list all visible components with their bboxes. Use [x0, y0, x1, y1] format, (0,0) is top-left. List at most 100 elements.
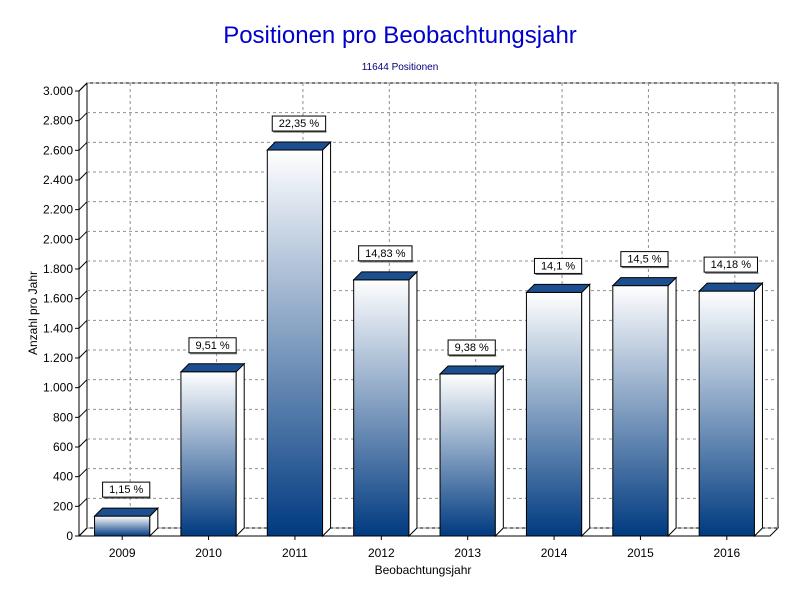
y-tick-label: 2.400: [43, 173, 73, 187]
y-tick-label: 400: [53, 470, 73, 484]
y-axis-title: Anzahl pro Jahr: [26, 271, 40, 355]
y-tick-label: 1.200: [43, 351, 73, 365]
bar-side: [408, 270, 418, 538]
data-label-box: [703, 256, 759, 273]
bar-front: [353, 279, 410, 537]
bar-top: [352, 271, 419, 281]
bar-front: [94, 515, 151, 537]
data-label-box: [102, 481, 151, 498]
y-tick-label: 600: [53, 440, 73, 454]
data-label-text: 14,18 %: [711, 259, 752, 271]
y-tick-diagonal: [78, 468, 88, 478]
bar-side: [235, 362, 245, 538]
x-tick-label: 2015: [627, 546, 654, 560]
data-label: 9,38 %: [447, 339, 497, 357]
y-tick-label: 1.400: [43, 321, 73, 335]
data-label-text: 1,15 %: [109, 484, 143, 496]
y-tick-label: 1.000: [43, 381, 73, 395]
y-tick-label: 2.800: [43, 114, 73, 128]
y-tick-diagonal: [78, 112, 88, 122]
bars: [93, 140, 764, 538]
data-label: 1,15 %: [102, 481, 151, 499]
y-tick-diagonal: [78, 438, 88, 448]
y-tick-diagonal: [78, 408, 88, 418]
bar-top: [266, 141, 332, 151]
chart-title: Positionen pro Beobachtungsjahr: [223, 22, 577, 49]
data-label-text: 9,38 %: [455, 342, 489, 354]
y-tick-label: 2.200: [43, 203, 73, 217]
y-axis-ticks: 0 200 400 600 800 1.000 1.200 1.400 1.600 1.800 2.…: [43, 82, 88, 543]
y-tick-diagonal: [78, 141, 88, 151]
bar: [352, 270, 419, 538]
data-label: 14,5 %: [620, 251, 670, 269]
data-label-box: [358, 245, 413, 262]
y-tick-diagonal: [78, 290, 88, 300]
data-label: 14,1 %: [533, 257, 583, 275]
x-tick-label: 2011: [282, 546, 308, 560]
data-label-text: 22,35 %: [279, 118, 320, 130]
data-label-box: [271, 115, 327, 132]
y-tick-label: 0: [66, 529, 73, 543]
bar-top: [525, 283, 591, 293]
y-tick-diagonal: [78, 379, 88, 389]
bar-top: [697, 282, 764, 292]
y-tick-diagonal: [78, 319, 88, 329]
bar-top: [179, 363, 246, 373]
bar-front: [180, 371, 237, 537]
bar-side: [667, 276, 677, 538]
data-label-text: 9,51 %: [195, 340, 229, 352]
y-tick-diagonal: [78, 171, 88, 181]
data-labels: 1,15 % 9,51 % 22,35 % 14,83 % 9,38 % 14,1 % 14…: [102, 115, 759, 499]
bar: [266, 140, 332, 538]
y-tick-label: 800: [53, 410, 73, 424]
bar: [438, 364, 505, 538]
bar-side: [322, 140, 332, 538]
y-tick-diagonal: [78, 201, 88, 211]
y-tick-diagonal: [78, 527, 88, 537]
chart-subtitle: 11644 Positionen: [361, 62, 439, 73]
bar-front: [525, 291, 583, 537]
y-tick-label: 2.000: [43, 232, 73, 246]
bar-side: [581, 283, 591, 538]
x-axis-title: Beobachtungsjahr: [375, 563, 472, 577]
data-label: 9,51 %: [188, 337, 238, 355]
y-tick-diagonal: [78, 260, 88, 270]
bar-top: [611, 277, 678, 287]
x-tick-label: 2012: [368, 546, 395, 560]
bar-front: [612, 285, 669, 537]
bar: [179, 362, 246, 538]
y-tick-label: 3.000: [43, 84, 73, 98]
x-axis-ticks: 2009 2010 2011 2012 2013 2014 2015 2016: [109, 536, 740, 560]
y-tick-diagonal: [78, 497, 88, 507]
bar-front: [698, 290, 755, 537]
bar-front: [439, 373, 496, 537]
data-label-box: [533, 257, 583, 274]
bar-top: [438, 365, 505, 375]
data-label: 22,35 %: [271, 115, 327, 133]
x-tick-label: 2009: [109, 546, 136, 560]
y-tick-label: 200: [53, 499, 73, 513]
x-tick-label: 2016: [713, 546, 740, 560]
x-tick-label: 2010: [195, 546, 222, 560]
y-tick-diagonal: [78, 82, 88, 92]
bar: [611, 276, 678, 538]
y-tick-diagonal: [78, 230, 88, 240]
data-label-text: 14,83 %: [365, 248, 406, 260]
data-label: 14,18 %: [703, 256, 759, 274]
data-label-box: [188, 337, 237, 354]
bar-front: [266, 149, 324, 537]
bar: [525, 283, 591, 538]
bar-side: [753, 281, 763, 538]
y-tick-label: 2.600: [43, 143, 73, 157]
y-tick-label: 1.600: [43, 292, 73, 306]
x-tick-label: 2014: [541, 546, 568, 560]
data-label-text: 14,5 %: [627, 254, 661, 266]
data-label-box: [620, 251, 669, 268]
data-label-text: 14,1 %: [541, 260, 575, 272]
data-label-box: [447, 339, 496, 356]
bar: [697, 281, 764, 538]
bar-top: [93, 507, 160, 517]
x-tick-label: 2013: [454, 546, 481, 560]
bar-side: [494, 364, 504, 538]
